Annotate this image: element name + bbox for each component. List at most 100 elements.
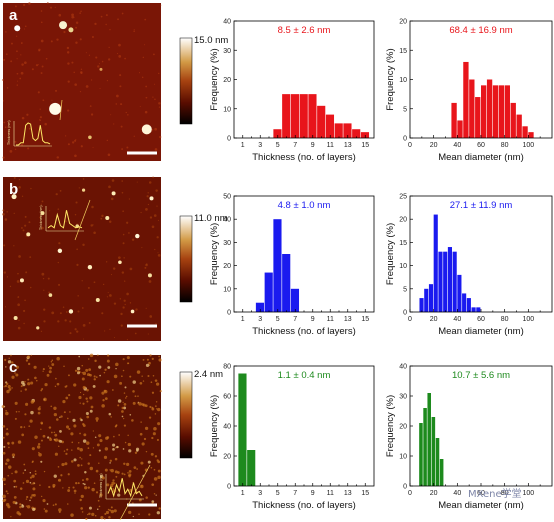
- afm-speckle: [143, 437, 147, 441]
- afm-speckle: [49, 366, 52, 370]
- afm-speckle: [96, 419, 98, 422]
- afm-speckle: [153, 477, 158, 481]
- afm-speckle: [40, 10, 43, 12]
- y-axis-label: Frequency (%): [385, 223, 396, 285]
- afm-speckle: [110, 509, 115, 514]
- afm-speckle: [47, 436, 50, 439]
- afm-speckle: [68, 427, 71, 431]
- afm-speckle: [30, 410, 34, 415]
- x-tick-label: 20: [430, 490, 438, 497]
- afm-speckle: [67, 503, 69, 505]
- afm-speckle: [40, 330, 43, 332]
- afm-speckle: [153, 468, 156, 471]
- afm-speckle: [88, 506, 92, 510]
- afm-speckle: [117, 256, 121, 260]
- afm-speckle: [98, 505, 101, 508]
- afm-speckle: [5, 31, 7, 33]
- afm-speckle: [151, 436, 154, 440]
- afm-speckle: [29, 286, 32, 289]
- afm-speckle: [133, 30, 135, 32]
- afm-speckle: [28, 127, 31, 130]
- afm-speckle: [32, 493, 36, 497]
- afm-speckle: [70, 513, 74, 517]
- afm-speckle: [76, 330, 79, 333]
- afm-speckle: [115, 103, 118, 105]
- afm-speckle: [93, 378, 96, 381]
- afm-speckle: [68, 393, 71, 397]
- afm-speckle: [91, 487, 95, 492]
- afm-speckle: [82, 178, 85, 180]
- afm-speckle: [67, 80, 70, 83]
- afm-speckle: [132, 390, 135, 393]
- afm-speckle: [24, 413, 27, 416]
- x-tick-label: 1: [241, 316, 245, 323]
- afm-speckle: [16, 84, 19, 86]
- afm-speckle: [106, 80, 109, 82]
- histogram-bar: [343, 123, 352, 139]
- afm-flake: [149, 196, 154, 201]
- afm-speckle: [58, 445, 60, 448]
- afm-speckle: [123, 392, 126, 394]
- afm-speckle: [78, 355, 80, 358]
- afm-speckle: [2, 477, 6, 482]
- afm-speckle: [82, 439, 87, 443]
- afm-speckle: [159, 135, 162, 139]
- afm-speckle: [124, 386, 127, 389]
- y-tick-label: 20: [223, 454, 231, 461]
- afm-speckle: [122, 233, 125, 236]
- afm-speckle: [52, 504, 55, 507]
- afm-speckle: [43, 320, 46, 323]
- afm-speckle: [109, 509, 112, 512]
- afm-speckle: [37, 64, 39, 66]
- afm-speckle: [110, 506, 113, 509]
- afm-speckle: [71, 441, 74, 444]
- afm-speckle: [20, 385, 23, 388]
- afm-speckle: [40, 460, 43, 463]
- afm-speckle: [19, 505, 22, 509]
- afm-speckle: [109, 469, 111, 471]
- afm-speckle: [99, 87, 101, 89]
- afm-speckle: [24, 224, 27, 227]
- afm-speckle: [121, 180, 124, 182]
- afm-speckle: [82, 479, 84, 482]
- afm-speckle: [128, 469, 132, 473]
- afm-speckle: [151, 391, 155, 394]
- afm-speckle: [74, 154, 77, 158]
- afm-speckle: [49, 210, 51, 212]
- x-tick-label: 9: [311, 316, 315, 323]
- afm-speckle: [154, 127, 157, 131]
- afm-speckle: [79, 222, 81, 224]
- afm-speckle: [124, 57, 126, 60]
- afm-speckle: [17, 326, 21, 330]
- afm-speckle: [139, 484, 144, 489]
- afm-speckle: [31, 461, 34, 464]
- afm-speckle: [7, 492, 9, 495]
- afm-speckle: [144, 44, 146, 46]
- afm-speckle: [81, 371, 83, 374]
- y-tick-label: 15: [399, 48, 407, 55]
- afm-speckle: [124, 303, 126, 306]
- y-tick-label: 0: [227, 136, 231, 143]
- y-tick-label: 10: [399, 454, 407, 461]
- afm-speckle: [9, 285, 12, 288]
- afm-speckle: [153, 214, 157, 217]
- afm-speckle: [14, 5, 17, 8]
- afm-speckle: [122, 448, 125, 450]
- afm-speckle: [138, 402, 142, 406]
- x-tick-label: 7: [293, 142, 297, 149]
- afm-speckle: [7, 385, 11, 389]
- afm-speckle: [89, 409, 93, 413]
- inset-ylabel: Thickness (nm): [39, 205, 43, 230]
- afm-speckle: [134, 451, 138, 454]
- y-tick-label: 80: [223, 364, 231, 371]
- histogram-bar: [334, 123, 343, 139]
- afm-speckle: [4, 126, 7, 129]
- afm-speckle: [80, 72, 83, 75]
- afm-flake: [135, 233, 140, 239]
- afm-speckle: [62, 400, 66, 404]
- afm-speckle: [151, 406, 154, 409]
- afm-speckle: [126, 221, 129, 224]
- afm-speckle: [25, 271, 28, 274]
